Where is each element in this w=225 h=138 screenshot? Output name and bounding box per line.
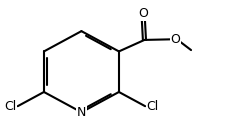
Text: N: N [76, 106, 86, 119]
Text: O: O [170, 33, 180, 46]
Text: O: O [138, 7, 148, 20]
Text: Cl: Cl [146, 100, 158, 113]
Text: Cl: Cl [4, 100, 16, 113]
